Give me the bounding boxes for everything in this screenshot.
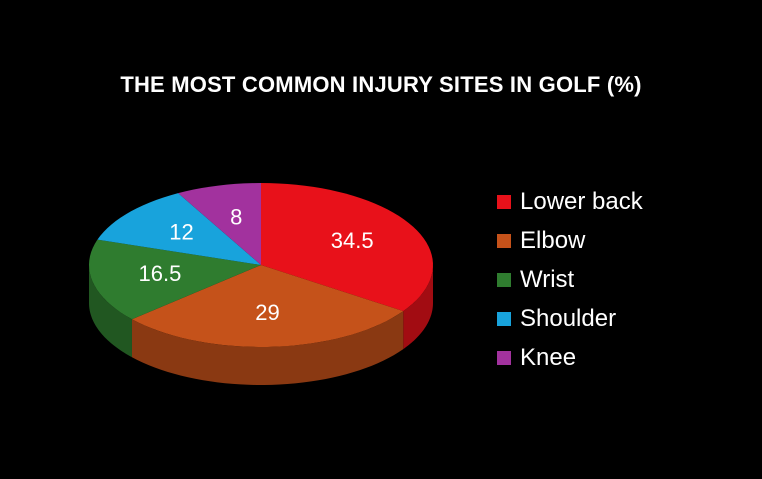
pie-side-walls — [89, 265, 433, 385]
legend-swatch-shoulder — [497, 311, 511, 326]
legend-label-lower-back: Lower back — [520, 187, 643, 215]
legend-swatch-lower-back — [497, 194, 511, 209]
legend-swatch-wrist — [497, 272, 511, 287]
legend-item-knee: Knee — [497, 338, 747, 377]
pie-wall-elbow — [131, 311, 404, 385]
legend-item-wrist: Wrist — [497, 260, 747, 299]
data-label-knee: 8 — [230, 205, 242, 230]
pie-data-labels: 34.5 29 16.5 12 8 — [138, 205, 373, 325]
pie-slice-shoulder — [97, 193, 261, 265]
pie-slice-lower-back — [261, 183, 433, 312]
chart-title: THE MOST COMMON INJURY SITES IN GOLF (%) — [120, 72, 642, 97]
legend-label-shoulder: Shoulder — [520, 304, 617, 332]
legend-label-elbow: Elbow — [520, 226, 586, 254]
pie-slice-wrist — [89, 239, 261, 320]
legend-swatch-knee — [497, 350, 511, 365]
pie-wall-wrist — [89, 265, 132, 358]
legend-label-knee: Knee — [520, 343, 577, 371]
data-label-shoulder: 12 — [169, 219, 193, 244]
pie-slice-knee — [178, 183, 261, 265]
pie-slice-elbow — [131, 265, 404, 347]
legend-item-elbow: Elbow — [497, 221, 747, 260]
data-label-lower-back: 34.5 — [331, 228, 374, 253]
legend-label-wrist: Wrist — [520, 265, 575, 293]
legend-item-shoulder: Shoulder — [497, 299, 747, 338]
data-label-elbow: 29 — [255, 300, 279, 325]
data-label-wrist: 16.5 — [138, 261, 181, 286]
legend: Lower back Elbow Wrist Shoulder Knee — [497, 182, 747, 377]
pie-top-faces — [89, 183, 433, 347]
pie-wall-lower-back — [403, 265, 433, 350]
legend-swatch-elbow — [497, 233, 511, 248]
legend-item-lower-back: Lower back — [497, 182, 747, 221]
